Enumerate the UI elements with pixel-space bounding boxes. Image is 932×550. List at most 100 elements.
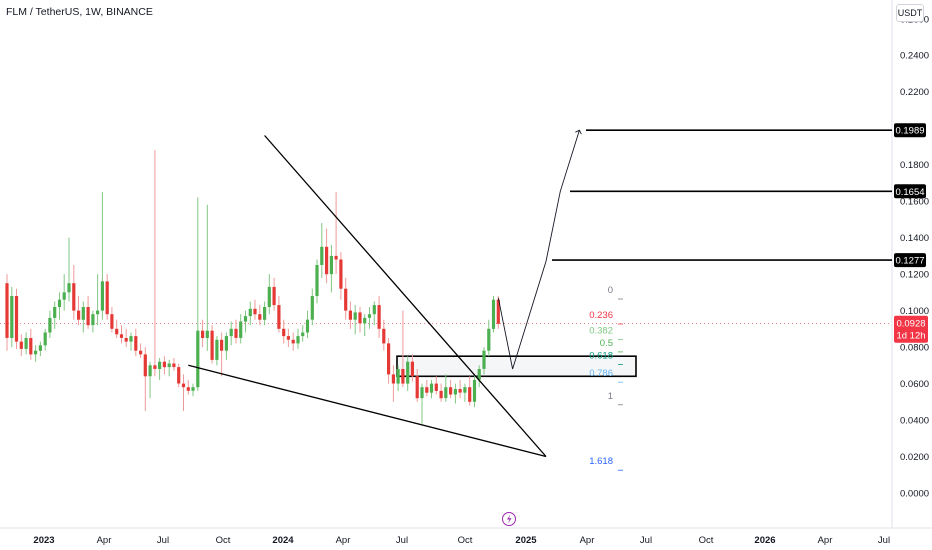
trendline[interactable] (264, 135, 547, 457)
candle (38, 341, 42, 357)
candle (162, 356, 166, 375)
time-tick-label: Oct (699, 535, 714, 546)
candle (310, 288, 314, 326)
time-tick-label: Jul (640, 535, 652, 546)
candle-body (372, 305, 376, 315)
candle-body (444, 387, 448, 399)
time-tick-label: Apr (336, 535, 351, 546)
candle (301, 325, 305, 342)
candle-body (158, 361, 162, 369)
candle (434, 376, 438, 395)
candle (239, 314, 243, 344)
candle (458, 379, 462, 399)
candle-body (81, 307, 85, 320)
candle-body (344, 288, 348, 311)
candle-body (258, 314, 262, 320)
candle-body (229, 328, 233, 337)
candle (315, 259, 319, 304)
candle (14, 288, 19, 349)
candle (291, 332, 295, 351)
candle-body (191, 387, 195, 391)
candle-body (301, 332, 305, 337)
candle (72, 265, 76, 320)
candle-body (439, 390, 443, 399)
candle (263, 301, 267, 326)
candle (139, 343, 143, 358)
candle (186, 379, 190, 395)
price-tick-label: 0.1200 (900, 270, 929, 281)
candle-body (377, 305, 381, 329)
candle (305, 310, 310, 338)
fib-level-label: 0 (608, 285, 613, 296)
candle-body (24, 338, 28, 349)
candle (10, 286, 14, 348)
candle (248, 301, 252, 326)
price-tick-label: 0.1000 (900, 306, 929, 317)
fib-level-label: 0.382 (589, 325, 613, 336)
candle-body (363, 317, 367, 324)
price-label-text: 0.1654 (895, 187, 924, 198)
candle-body (148, 365, 152, 377)
candle-body (425, 387, 429, 393)
candle-body (72, 283, 76, 311)
candle-body (38, 345, 42, 351)
candle-body (305, 319, 310, 333)
candle-body (358, 312, 362, 324)
candle-body (282, 328, 286, 337)
candle (272, 277, 276, 311)
candle (29, 328, 33, 360)
candle-body (14, 296, 19, 342)
projection-path[interactable] (497, 130, 580, 370)
candle-body (91, 314, 95, 326)
candle-body (429, 383, 434, 393)
current-price-bg (894, 315, 928, 343)
candle (367, 307, 372, 329)
price-label-bg (894, 253, 926, 268)
candle (258, 305, 262, 326)
candle (67, 237, 71, 302)
price-label-bg (894, 184, 926, 199)
event-icon[interactable] (502, 512, 516, 526)
candle-body (420, 387, 424, 399)
trendline[interactable] (188, 364, 547, 458)
price-tick-label: 0.1400 (900, 233, 929, 244)
fib-level-label: 0.5 (600, 338, 613, 349)
time-tick-label: Jul (396, 535, 408, 546)
candle-body (143, 354, 147, 377)
candle (253, 299, 257, 320)
candle-body (77, 310, 81, 320)
price-tick-label: 0.1600 (900, 197, 929, 208)
time-tick-label: Jul (878, 535, 890, 546)
candle-body (401, 369, 405, 384)
price-tick-label: 0.0600 (900, 379, 929, 390)
price-label: 0.1989 (894, 123, 926, 138)
candle-body (296, 336, 300, 344)
candle-body (472, 379, 477, 402)
candle-body (434, 383, 438, 391)
currency-selector[interactable]: USDT (896, 4, 924, 22)
candle-body (272, 286, 276, 306)
candle (43, 328, 47, 351)
candle (348, 301, 352, 329)
candle-body (181, 383, 186, 388)
candle-body (215, 339, 219, 360)
candle-body (105, 281, 109, 315)
candle-body (310, 296, 314, 320)
candle-body (468, 387, 472, 402)
candle (334, 192, 338, 275)
candle-body (415, 376, 419, 399)
candle-body (5, 283, 9, 338)
price-tick-label: 0.0000 (900, 489, 929, 500)
candle (19, 334, 23, 357)
candle (158, 358, 162, 380)
candle-body (291, 339, 295, 344)
candle (429, 379, 434, 399)
candle (34, 345, 38, 362)
candle-body (353, 312, 357, 320)
price-label: 0.1654 (894, 184, 926, 199)
candle-body (220, 339, 224, 351)
candle (391, 365, 395, 402)
